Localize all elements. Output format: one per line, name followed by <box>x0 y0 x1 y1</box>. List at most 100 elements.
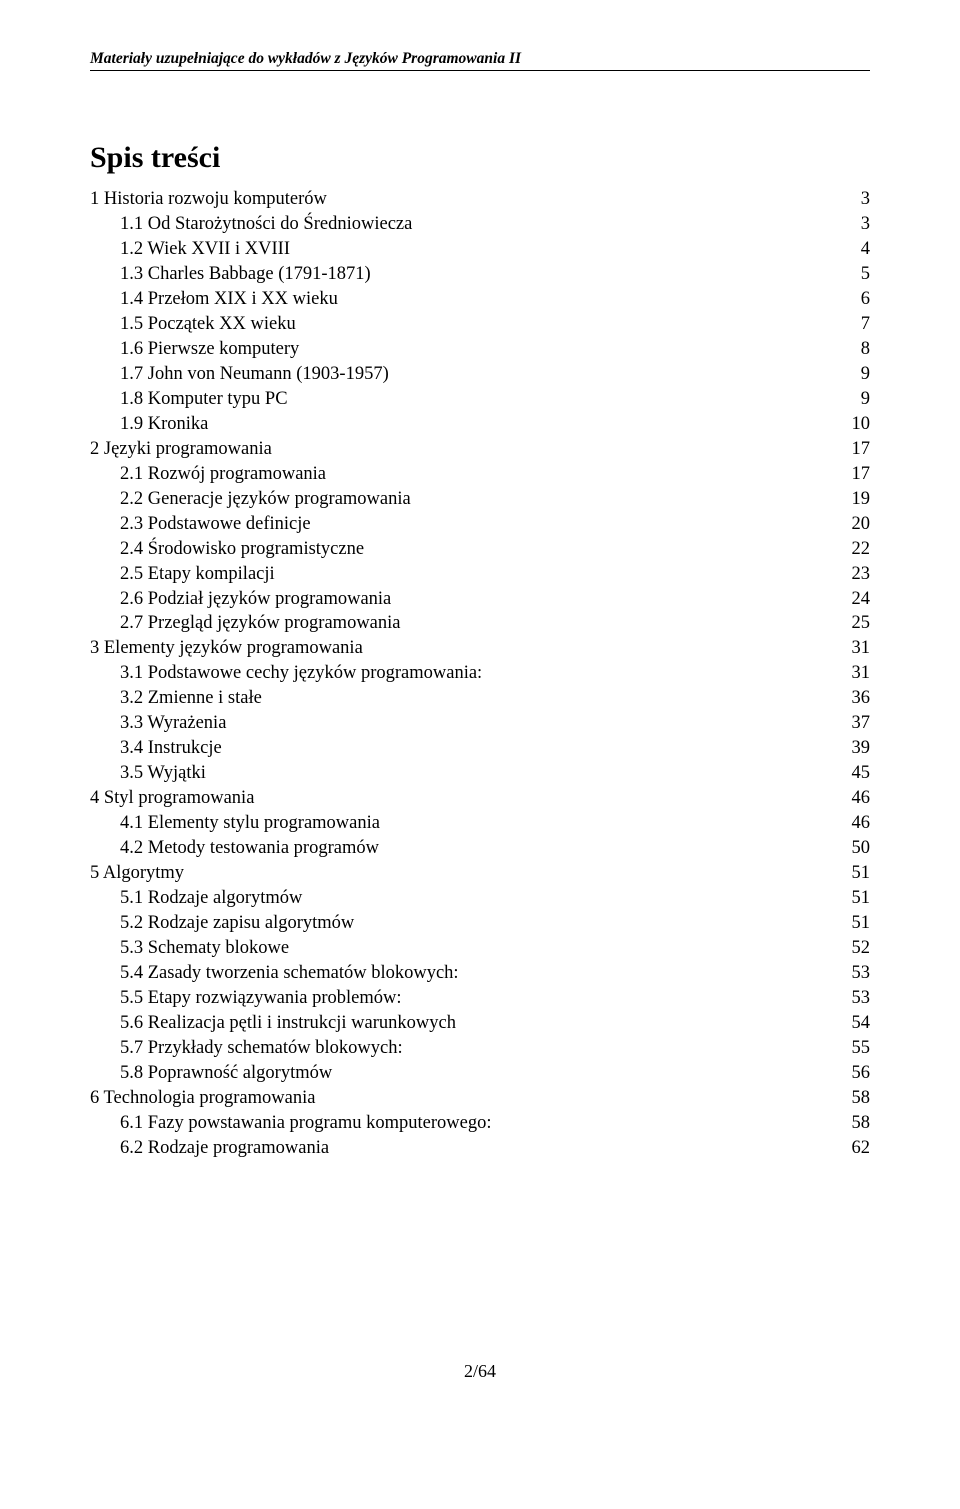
toc-entry-page: 3 <box>861 212 870 237</box>
toc-entry: 4.1 Elementy stylu programowania46 <box>90 811 870 836</box>
toc-entry-page: 58 <box>852 1086 871 1111</box>
toc-entry-page: 50 <box>852 836 871 861</box>
toc-entry-page: 4 <box>861 237 870 262</box>
toc-entry-label: 1.2 Wiek XVII i XVIII <box>120 237 290 262</box>
toc-entry-label: 5.4 Zasady tworzenia schematów blokowych… <box>120 961 459 986</box>
toc-entry-page: 17 <box>852 437 871 462</box>
toc-entry: 1.2 Wiek XVII i XVIII 4 <box>90 237 870 262</box>
toc-entry: 3.3 Wyrażenia 37 <box>90 711 870 736</box>
toc-entry-page: 9 <box>861 362 870 387</box>
toc-entry: 6 Technologia programowania 58 <box>90 1086 870 1111</box>
toc-entry: 1.8 Komputer typu PC 9 <box>90 387 870 412</box>
toc-entry-label: 3.4 Instrukcje <box>120 736 222 761</box>
toc-entry-label: 1.8 Komputer typu PC <box>120 387 288 412</box>
toc-entry-label: 1.3 Charles Babbage (1791-1871) <box>120 262 371 287</box>
toc-entry-page: 51 <box>852 861 871 886</box>
toc-entry-label: 3.3 Wyrażenia <box>120 711 226 736</box>
toc-entry-label: 3 Elementy języków programowania <box>90 636 363 661</box>
toc-entry-page: 23 <box>852 562 871 587</box>
toc-entry-label: 1.5 Początek XX wieku <box>120 312 296 337</box>
toc-entry-page: 7 <box>861 312 870 337</box>
toc-entry-label: 1.1 Od Starożytności do Średniowiecza <box>120 212 412 237</box>
toc-entry-label: 1.6 Pierwsze komputery <box>120 337 299 362</box>
toc-entry-page: 22 <box>852 537 871 562</box>
toc-entry-page: 31 <box>852 661 871 686</box>
toc-entry-label: 6.1 Fazy powstawania programu komputerow… <box>120 1111 491 1136</box>
toc-entry-label: 3.5 Wyjątki <box>120 761 206 786</box>
toc-entry: 5.4 Zasady tworzenia schematów blokowych… <box>90 961 870 986</box>
toc-entry: 6.2 Rodzaje programowania62 <box>90 1136 870 1161</box>
toc-entry: 1.6 Pierwsze komputery 8 <box>90 337 870 362</box>
toc-entry-page: 37 <box>852 711 871 736</box>
toc-entry: 2.5 Etapy kompilacji 23 <box>90 562 870 587</box>
toc-entry-label: 2.5 Etapy kompilacji <box>120 562 275 587</box>
toc-entry: 4 Styl programowania 46 <box>90 786 870 811</box>
toc-entry-page: 54 <box>852 1011 871 1036</box>
toc-entry-page: 24 <box>852 587 871 612</box>
toc-entry-page: 53 <box>852 986 871 1011</box>
toc-entry-label: 2.7 Przegląd języków programowania <box>120 611 401 636</box>
toc-entry-page: 46 <box>852 811 871 836</box>
toc-entry-page: 36 <box>852 686 871 711</box>
toc-entry-page: 46 <box>852 786 871 811</box>
toc-entry-page: 56 <box>852 1061 871 1086</box>
toc-entry-label: 5.5 Etapy rozwiązywania problemów: <box>120 986 402 1011</box>
toc-entry-label: 2.6 Podział języków programowania <box>120 587 391 612</box>
toc-entry-label: 5.1 Rodzaje algorytmów <box>120 886 302 911</box>
toc-entry: 1.1 Od Starożytności do Średniowiecza 3 <box>90 212 870 237</box>
toc-entry: 3.1 Podstawowe cechy języków programowan… <box>90 661 870 686</box>
toc-entry: 3.5 Wyjątki 45 <box>90 761 870 786</box>
toc-entry-page: 51 <box>852 911 871 936</box>
toc-entry-label: 5.3 Schematy blokowe <box>120 936 289 961</box>
toc-entry: 1.4 Przełom XIX i XX wieku6 <box>90 287 870 312</box>
toc-entry-page: 45 <box>852 761 871 786</box>
toc-entry-label: 5.7 Przykłady schematów blokowych: <box>120 1036 403 1061</box>
toc-entry-page: 25 <box>852 611 871 636</box>
toc-entry: 5.6 Realizacja pętli i instrukcji warunk… <box>90 1011 870 1036</box>
toc-entry-label: 5.8 Poprawność algorytmów <box>120 1061 332 1086</box>
toc-entry: 6.1 Fazy powstawania programu komputerow… <box>90 1111 870 1136</box>
toc-entry-page: 62 <box>852 1136 871 1161</box>
toc-entry: 2.7 Przegląd języków programowania 25 <box>90 611 870 636</box>
toc-entry-label: 4.2 Metody testowania programów <box>120 836 379 861</box>
toc-entry-label: 2 Języki programowania <box>90 437 272 462</box>
toc-entry: 2.1 Rozwój programowania17 <box>90 462 870 487</box>
toc-entry-page: 9 <box>861 387 870 412</box>
toc-entry-page: 6 <box>861 287 870 312</box>
toc-entry: 5 Algorytmy 51 <box>90 861 870 886</box>
toc-container: 1 Historia rozwoju komputerów31.1 Od Sta… <box>90 187 870 1161</box>
toc-entry-page: 5 <box>861 262 870 287</box>
toc-entry: 2.3 Podstawowe definicje20 <box>90 512 870 537</box>
toc-entry: 3 Elementy języków programowania31 <box>90 636 870 661</box>
toc-entry-page: 53 <box>852 961 871 986</box>
toc-entry-page: 17 <box>852 462 871 487</box>
toc-entry: 3.4 Instrukcje 39 <box>90 736 870 761</box>
toc-entry: 2.2 Generacje języków programowania19 <box>90 487 870 512</box>
toc-entry-page: 58 <box>852 1111 871 1136</box>
toc-entry-page: 8 <box>861 337 870 362</box>
toc-entry-label: 3.1 Podstawowe cechy języków programowan… <box>120 661 482 686</box>
toc-entry-page: 39 <box>852 736 871 761</box>
toc-entry: 5.5 Etapy rozwiązywania problemów: 53 <box>90 986 870 1011</box>
toc-entry: 5.2 Rodzaje zapisu algorytmów51 <box>90 911 870 936</box>
toc-entry-label: 6 Technologia programowania <box>90 1086 315 1111</box>
toc-entry: 2 Języki programowania 17 <box>90 437 870 462</box>
toc-entry-page: 20 <box>852 512 871 537</box>
toc-entry-page: 55 <box>852 1036 871 1061</box>
toc-entry-label: 2.4 Środowisko programistyczne <box>120 537 364 562</box>
toc-entry-label: 4 Styl programowania <box>90 786 254 811</box>
toc-entry: 5.8 Poprawność algorytmów 56 <box>90 1061 870 1086</box>
toc-entry-page: 3 <box>861 187 870 212</box>
toc-entry-page: 51 <box>852 886 871 911</box>
toc-entry: 2.6 Podział języków programowania 24 <box>90 587 870 612</box>
page-footer: 2/64 <box>90 1361 870 1382</box>
toc-entry: 1.5 Początek XX wieku 7 <box>90 312 870 337</box>
header-divider <box>90 70 870 71</box>
toc-entry: 1.9 Kronika10 <box>90 412 870 437</box>
toc-entry-label: 1 Historia rozwoju komputerów <box>90 187 327 212</box>
toc-entry: 5.3 Schematy blokowe 52 <box>90 936 870 961</box>
toc-entry: 1.7 John von Neumann (1903-1957)9 <box>90 362 870 387</box>
toc-title: Spis treści <box>90 141 870 175</box>
toc-entry-page: 52 <box>852 936 871 961</box>
toc-entry-label: 5 Algorytmy <box>90 861 184 886</box>
